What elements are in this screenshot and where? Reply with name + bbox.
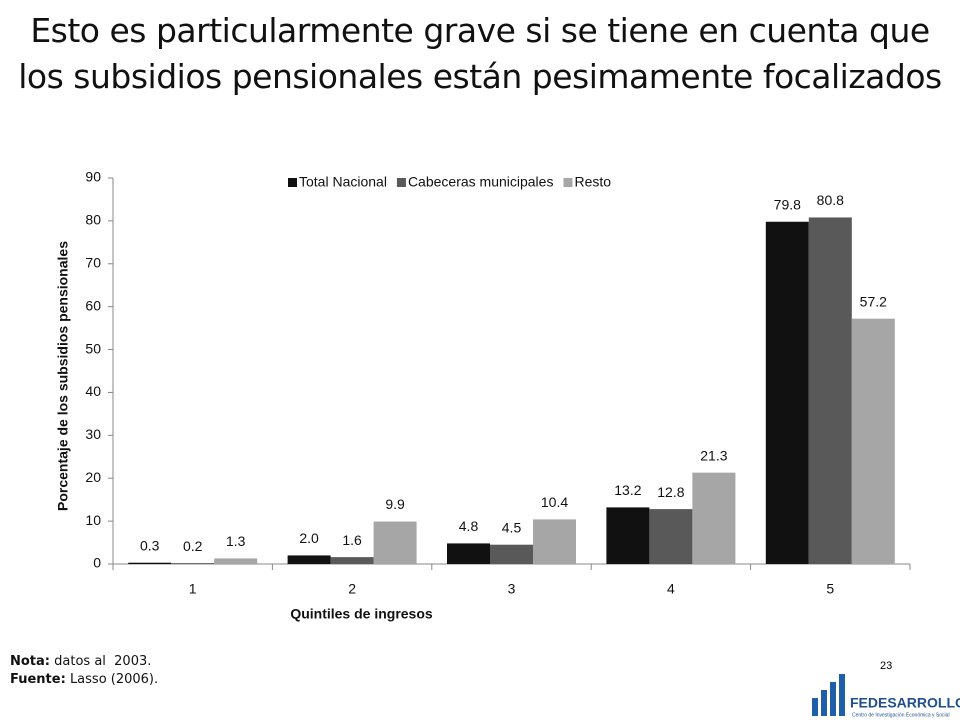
logo-bar	[821, 690, 827, 716]
data-label: 2.0	[299, 530, 319, 546]
y-tick-label: 80	[85, 212, 101, 228]
bar	[171, 563, 215, 564]
bar	[606, 507, 650, 564]
note-text: Lasso (2006).	[69, 672, 159, 687]
y-tick-label: 60	[85, 297, 101, 313]
data-label: 80.8	[817, 192, 844, 208]
y-tick-label: 90	[85, 169, 101, 185]
bar	[533, 519, 576, 564]
bar	[692, 472, 736, 564]
bar	[851, 318, 895, 564]
y-tick-label: 30	[85, 426, 101, 442]
bar	[765, 221, 809, 564]
y-axis-label: Porcentaje de los subsidios pensionales	[55, 241, 71, 511]
logo-bar	[812, 698, 818, 716]
data-label: 21.3	[700, 447, 727, 463]
legend-swatch	[288, 178, 297, 187]
bar	[490, 544, 533, 564]
logo-tagline: Centro de Investigación Económica y Soci…	[852, 712, 950, 718]
logo-name: FEDESARROLLO	[850, 695, 960, 711]
bar	[128, 562, 172, 564]
logo: FEDESARROLLO Centro de Investigación Eco…	[812, 674, 960, 718]
legend-label: Total Nacional	[299, 174, 387, 190]
x-tick-label: 5	[826, 581, 834, 597]
logo-bar	[830, 682, 836, 716]
y-tick-label: 70	[85, 254, 101, 270]
bar	[330, 557, 374, 564]
y-tick-label: 50	[85, 340, 101, 356]
bar	[447, 543, 490, 564]
data-label: 79.8	[774, 196, 801, 212]
page-number: 23	[880, 660, 893, 672]
legend-swatch	[563, 178, 573, 187]
legend-label: Resto	[574, 174, 611, 190]
slide-title: Esto es particularmente grave si se tien…	[18, 11, 942, 96]
note: Nota: datos al 2003.	[10, 653, 158, 671]
y-tick-label: 40	[85, 383, 101, 399]
x-tick-label: 2	[348, 581, 356, 597]
y-tick-label: 20	[85, 469, 101, 485]
data-label: 13.2	[614, 482, 641, 498]
note: Fuente: Lasso (2006).	[10, 671, 158, 689]
x-tick-label: 3	[508, 581, 516, 597]
legend-swatch	[396, 178, 406, 187]
x-axis-label: Quintiles de ingresos	[290, 606, 433, 622]
bar	[808, 217, 852, 565]
note-text: datos al 2003.	[54, 654, 152, 669]
data-label: 4.5	[502, 519, 522, 535]
bar	[287, 555, 331, 564]
data-label: 1.6	[342, 532, 362, 548]
bar	[649, 509, 693, 564]
data-label: 0.2	[183, 538, 203, 554]
data-label: 1.3	[226, 533, 246, 549]
data-label: 12.8	[657, 484, 684, 500]
bar	[373, 521, 417, 564]
y-tick-label: 10	[85, 512, 101, 528]
data-label: 10.4	[541, 494, 568, 510]
data-label: 57.2	[860, 293, 887, 309]
data-label: 9.9	[385, 496, 405, 512]
notes: Nota: datos al 2003. Fuente: Lasso (2006…	[10, 653, 158, 689]
legend-label: Cabeceras municipales	[408, 174, 554, 190]
logo-bar	[839, 674, 845, 716]
y-tick-label: 0	[93, 555, 101, 571]
note-label: Fuente:	[10, 672, 66, 687]
x-tick-label: 4	[667, 581, 675, 597]
data-label: 4.8	[459, 518, 479, 534]
x-tick-label: 1	[189, 581, 197, 597]
data-label: 0.3	[140, 537, 160, 553]
note-label: Nota:	[10, 654, 50, 669]
bar	[214, 558, 258, 564]
